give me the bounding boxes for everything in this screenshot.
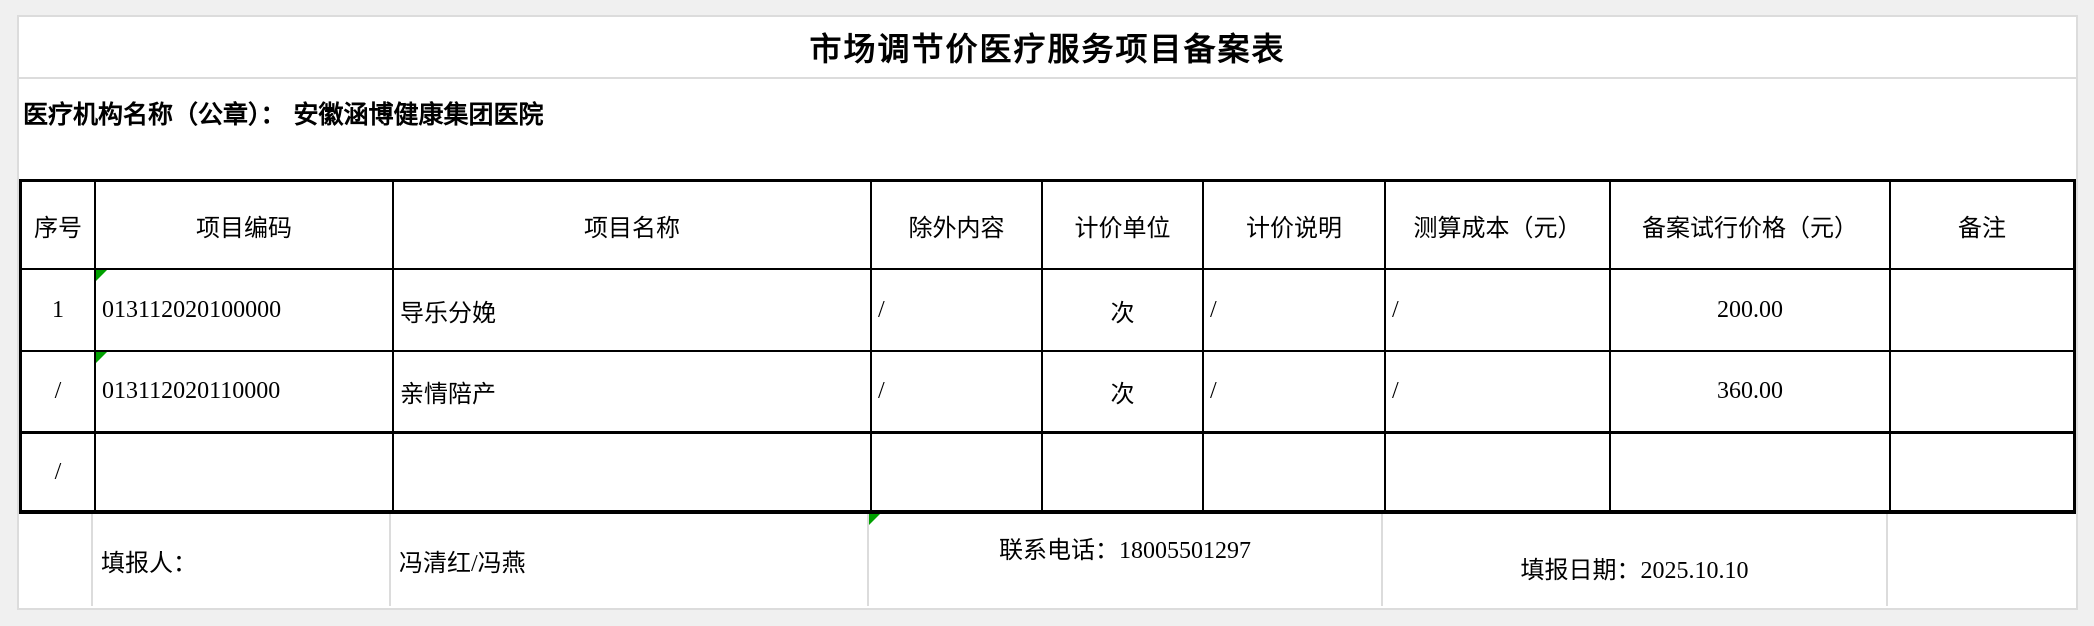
cell-code[interactable]: 013112020100000 [96, 270, 394, 352]
cell-remark[interactable] [1891, 352, 2073, 434]
cell-pricing-note[interactable]: / [1204, 352, 1386, 434]
cell-remark[interactable] [1891, 270, 2073, 352]
cell-excluded[interactable]: / [872, 270, 1043, 352]
cell-cost[interactable]: / [1386, 352, 1611, 434]
cell-seq[interactable]: 1 [22, 270, 96, 352]
org-name-row[interactable]: 医疗机构名称（公章）： 安徽涵博健康集团医院 [19, 79, 2076, 179]
header-seq[interactable]: 序号 [22, 182, 96, 270]
header-name[interactable]: 项目名称 [394, 182, 872, 270]
header-unit[interactable]: 计价单位 [1043, 182, 1204, 270]
cell-seq[interactable]: / [22, 434, 96, 510]
cell-unit[interactable]: 次 [1043, 270, 1204, 352]
cell-pricing-note[interactable] [1204, 434, 1386, 510]
cell-price[interactable] [1611, 434, 1891, 510]
header-excluded[interactable]: 除外内容 [872, 182, 1043, 270]
cell-seq[interactable]: / [22, 352, 96, 434]
footer-empty-cell[interactable] [1888, 514, 2076, 606]
page-title: 市场调节价医疗服务项目备案表 [809, 31, 1286, 67]
medical-services-table: 序号 项目编码 项目名称 除外内容 计价单位 计价说明 测算成本（元） 备案试行… [19, 179, 2076, 514]
cell-cost[interactable]: / [1386, 270, 1611, 352]
spreadsheet: 市场调节价医疗服务项目备案表 医疗机构名称（公章）： 安徽涵博健康集团医院 序号… [17, 15, 2078, 610]
cell-excluded[interactable] [872, 434, 1043, 510]
header-remark[interactable]: 备注 [1891, 182, 2073, 270]
cell-price[interactable]: 200.00 [1611, 270, 1891, 352]
cell-pricing-note[interactable]: / [1204, 270, 1386, 352]
error-indicator-triangle [869, 514, 880, 525]
org-name-value: 安徽涵博健康集团医院 [293, 102, 544, 129]
cell-remark[interactable] [1891, 434, 2073, 510]
footer-filler-name[interactable]: 冯清红/冯燕 [391, 514, 869, 606]
cell-unit[interactable]: 次 [1043, 352, 1204, 434]
cell-code[interactable]: 013112020110000 [96, 352, 394, 434]
cell-price[interactable]: 360.00 [1611, 352, 1891, 434]
cell-excluded[interactable]: / [872, 352, 1043, 434]
error-indicator-triangle [96, 270, 107, 281]
cell-name[interactable]: 亲情陪产 [394, 352, 872, 434]
org-name-label: 医疗机构名称（公章）： [23, 102, 286, 129]
header-cost[interactable]: 测算成本（元） [1386, 182, 1611, 270]
error-indicator-triangle [96, 352, 107, 363]
title-row[interactable]: 市场调节价医疗服务项目备案表 [19, 17, 2076, 79]
cell-unit[interactable] [1043, 434, 1204, 510]
cell-name[interactable] [394, 434, 872, 510]
header-price[interactable]: 备案试行价格（元） [1611, 182, 1891, 270]
footer-filler-label[interactable]: 填报人： [93, 514, 391, 606]
footer-date[interactable]: 填报日期：2025.10.10 [1383, 514, 1888, 606]
cell-code[interactable] [96, 434, 394, 510]
footer-row: 填报人： 冯清红/冯燕 联系电话：18005501297 填报日期：2025.1… [19, 514, 2076, 606]
cell-name[interactable]: 导乐分娩 [394, 270, 872, 352]
footer-empty-cell[interactable] [19, 514, 93, 606]
cell-cost[interactable] [1386, 434, 1611, 510]
header-code[interactable]: 项目编码 [96, 182, 394, 270]
footer-phone[interactable]: 联系电话：18005501297 [869, 514, 1383, 606]
header-pricing-note[interactable]: 计价说明 [1204, 182, 1386, 270]
